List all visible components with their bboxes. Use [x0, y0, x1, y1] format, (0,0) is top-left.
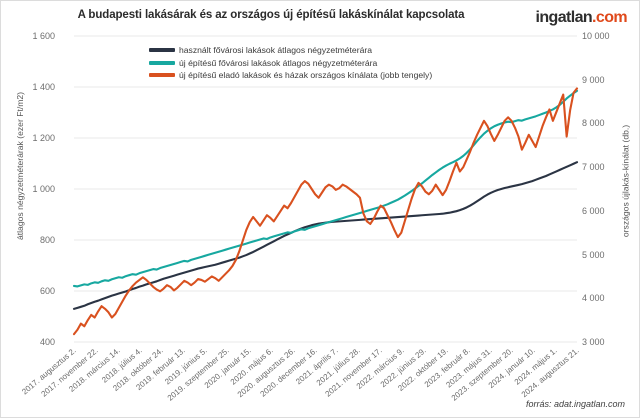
series-line-2 [72, 89, 579, 288]
y-axis-right-tick: 7 000 [582, 162, 605, 173]
legend-item[interactable]: használt fővárosi lakások átlagos négyze… [149, 45, 432, 55]
legend-item[interactable]: új építésű eladó lakások és házak ország… [149, 70, 432, 80]
page-title: A budapesti lakásárak és az országos új … [77, 9, 465, 21]
legend-item-label: használt fővárosi lakások átlagos négyze… [179, 45, 372, 55]
y-axis-right-tick: 5 000 [582, 249, 605, 260]
y-axis-right-tick: 10 000 [582, 31, 610, 41]
legend-color-swatch [149, 73, 175, 77]
brand-logo-accent: .com [592, 9, 628, 26]
y-axis-right-tick: 9 000 [582, 74, 605, 85]
legend-item-label: új építésű eladó lakások és házak ország… [179, 70, 433, 80]
y-axis-right-title: országos újlakás-kínálat (db.) [620, 124, 631, 238]
y-axis-left-tick: 1 000 [32, 184, 55, 194]
legend-item[interactable]: új építésű fővárosi lakások átlagos négy… [149, 58, 432, 68]
brand-logo: ingatlan.com [536, 9, 628, 27]
y-axis-right-tick: 4 000 [582, 293, 605, 304]
legend-color-swatch [149, 48, 175, 52]
chart-canvas [72, 35, 579, 343]
y-axis-right-tick: 8 000 [582, 118, 605, 129]
legend-color-swatch [149, 60, 175, 65]
plot-area [72, 35, 579, 343]
chart-legend: használt fővárosi lakások átlagos négyze… [149, 45, 432, 80]
y-axis-left-tick: 400 [39, 337, 55, 347]
y-axis-left-title: átlagos négyzetméterárak (ezer Ft/m2) [15, 91, 25, 241]
source-note: forrás: adat.ingatlan.com [525, 399, 625, 409]
y-axis-left-tick: 600 [39, 286, 55, 296]
y-axis-left-tick: 1 400 [32, 82, 55, 92]
y-axis-left-tick: 800 [39, 235, 55, 245]
y-axis-left-tick: 1 200 [32, 133, 55, 143]
y-axis-right-tick: 6 000 [582, 205, 605, 216]
brand-logo-primary: ingatlan [535, 9, 593, 26]
legend-item-label: új építésű fővárosi lakások átlagos négy… [179, 57, 378, 68]
y-axis-left-tick: 1 600 [32, 31, 55, 41]
series-line-3 [72, 87, 579, 336]
y-axis-right-tick: 3 000 [582, 337, 605, 347]
series-line-1 [72, 161, 579, 310]
